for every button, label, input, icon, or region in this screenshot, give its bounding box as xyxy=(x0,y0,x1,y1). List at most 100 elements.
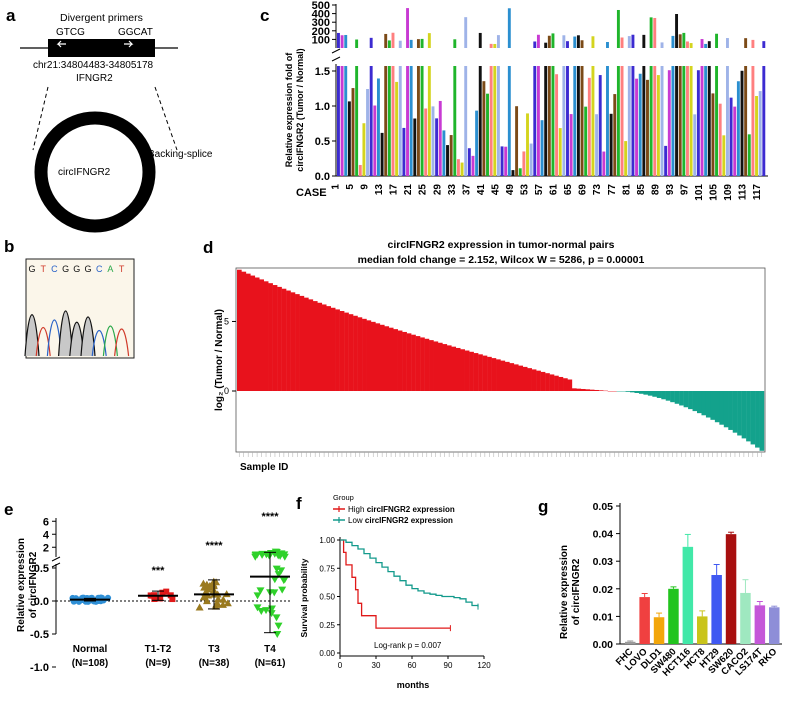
c-xtick-label-9: 37 xyxy=(461,184,472,196)
c-bar-78 xyxy=(616,66,620,176)
d-bar-32 xyxy=(379,324,385,391)
c-ytick-low-label-3: 1.5 xyxy=(315,66,330,78)
c-bar-104 xyxy=(711,93,715,176)
c-xtick-label-17: 69 xyxy=(578,184,589,196)
c-bar-79 xyxy=(620,66,624,176)
e-point-3-35 xyxy=(266,550,275,558)
d-bar-65 xyxy=(527,368,532,391)
c-bar-high-6 xyxy=(355,39,359,48)
c-bar-76 xyxy=(609,113,613,176)
d-bar-89 xyxy=(634,391,640,393)
circrna-ring xyxy=(34,111,156,233)
e-point-1-0 xyxy=(151,595,158,602)
d-bar-39 xyxy=(411,334,416,391)
c-xtick-label-12: 49 xyxy=(505,184,516,196)
c-bar-high-1 xyxy=(337,32,340,48)
c-ylabel-line1: Relative expression fold of xyxy=(284,52,294,168)
e-point-3-21 xyxy=(256,587,265,595)
c-xtick-label-3: 13 xyxy=(374,184,385,196)
e-point-2-14 xyxy=(214,595,223,603)
c-bar-94 xyxy=(675,66,679,176)
c-ytick-high-label-0: 100 xyxy=(312,34,330,46)
f-legend-title: Group xyxy=(333,493,354,502)
e-point-3-30 xyxy=(272,614,281,622)
c-bar-high-98 xyxy=(689,43,693,48)
panel-label-d: d xyxy=(203,238,214,257)
seq-letter-3: G xyxy=(62,264,69,274)
c-bar-48 xyxy=(507,66,511,176)
g-ytick-label-3: 0.03 xyxy=(593,556,614,568)
c-bar-high-82 xyxy=(631,34,635,48)
c-bar-92 xyxy=(667,70,671,176)
d-bar-24 xyxy=(344,312,349,391)
circle-label: circIFNGR2 xyxy=(58,167,111,178)
d-bar-10 xyxy=(281,288,287,391)
e-group-n-3: (N=61) xyxy=(255,658,286,669)
c-bar-98 xyxy=(689,66,693,176)
c-bar-80 xyxy=(624,141,628,176)
seq-letter-4: G xyxy=(73,264,80,274)
d-bar-112 xyxy=(737,391,742,436)
c-bar-high-21 xyxy=(409,39,413,48)
c-bar-89 xyxy=(656,75,660,176)
genomic-coords: chr21:34804483-34805178 xyxy=(33,60,154,71)
c-bar-4 xyxy=(347,101,351,176)
c-bar-high-23 xyxy=(416,39,420,48)
c-bar-91 xyxy=(664,145,668,176)
c-bar-16 xyxy=(391,66,395,176)
c-bar-high-93 xyxy=(671,35,675,48)
c-bar-high-63 xyxy=(562,35,566,48)
c-bar-high-67 xyxy=(576,35,580,48)
c-bar-22 xyxy=(413,118,417,176)
d-bar-43 xyxy=(429,340,434,391)
f-xtick-label-0: 0 xyxy=(338,661,343,670)
c-bar-39 xyxy=(475,110,479,176)
c-bar-87 xyxy=(649,66,653,176)
d-bar-18 xyxy=(317,302,323,391)
d-bar-71 xyxy=(554,375,559,391)
f-ytick-label-2: 0.50 xyxy=(319,593,335,602)
c-bar-115 xyxy=(751,66,755,176)
c-bar-113 xyxy=(744,66,748,176)
d-bar-26 xyxy=(353,315,358,391)
c-bar-high-66 xyxy=(573,36,577,48)
c-bar-high-48 xyxy=(507,8,511,48)
d-bar-79 xyxy=(589,389,595,391)
d-bar-29 xyxy=(366,320,372,391)
d-ytick-label-0: 5 xyxy=(224,316,229,326)
c-bar-69 xyxy=(584,106,588,176)
e-ytick-low-label-0: -1.0 xyxy=(30,662,49,674)
d-bar-107 xyxy=(714,391,720,423)
d-bar-47 xyxy=(446,345,452,391)
c-xtick-label-24: 97 xyxy=(679,184,690,196)
e-point-3-15 xyxy=(280,553,289,561)
f-xtick-label-3: 90 xyxy=(444,661,453,670)
c-bar-73 xyxy=(598,75,602,176)
d-bar-95 xyxy=(661,391,666,400)
e-group-n-2: (N=38) xyxy=(199,658,230,669)
c-bar-31 xyxy=(446,145,449,176)
panel-label-f: f xyxy=(296,494,302,513)
d-bar-104 xyxy=(701,391,707,416)
d-bar-46 xyxy=(442,344,448,391)
d-bar-91 xyxy=(643,391,649,395)
c-bar-21 xyxy=(409,66,413,176)
d-bar-15 xyxy=(303,297,309,391)
c-bar-high-60 xyxy=(551,33,555,48)
d-bar-70 xyxy=(549,374,555,391)
e-point-2-2 xyxy=(223,599,232,607)
f-xlabel: months xyxy=(397,680,430,690)
e-ytick-high-label-0: 2 xyxy=(43,542,49,554)
dash-left xyxy=(32,86,49,151)
c-bar-38 xyxy=(471,155,475,176)
panel-label-b: b xyxy=(4,237,15,256)
d-bar-68 xyxy=(540,371,546,391)
d-bar-76 xyxy=(576,388,582,391)
seq-peak-5 xyxy=(80,316,96,357)
g-bar-DLD1 xyxy=(653,617,665,644)
c-bar-71 xyxy=(591,66,595,176)
c-xtick-label-21: 85 xyxy=(636,184,647,196)
d-bar-69 xyxy=(545,373,550,391)
d-bar-0 xyxy=(237,269,242,391)
f-ytick-label-3: 0.75 xyxy=(319,564,335,573)
